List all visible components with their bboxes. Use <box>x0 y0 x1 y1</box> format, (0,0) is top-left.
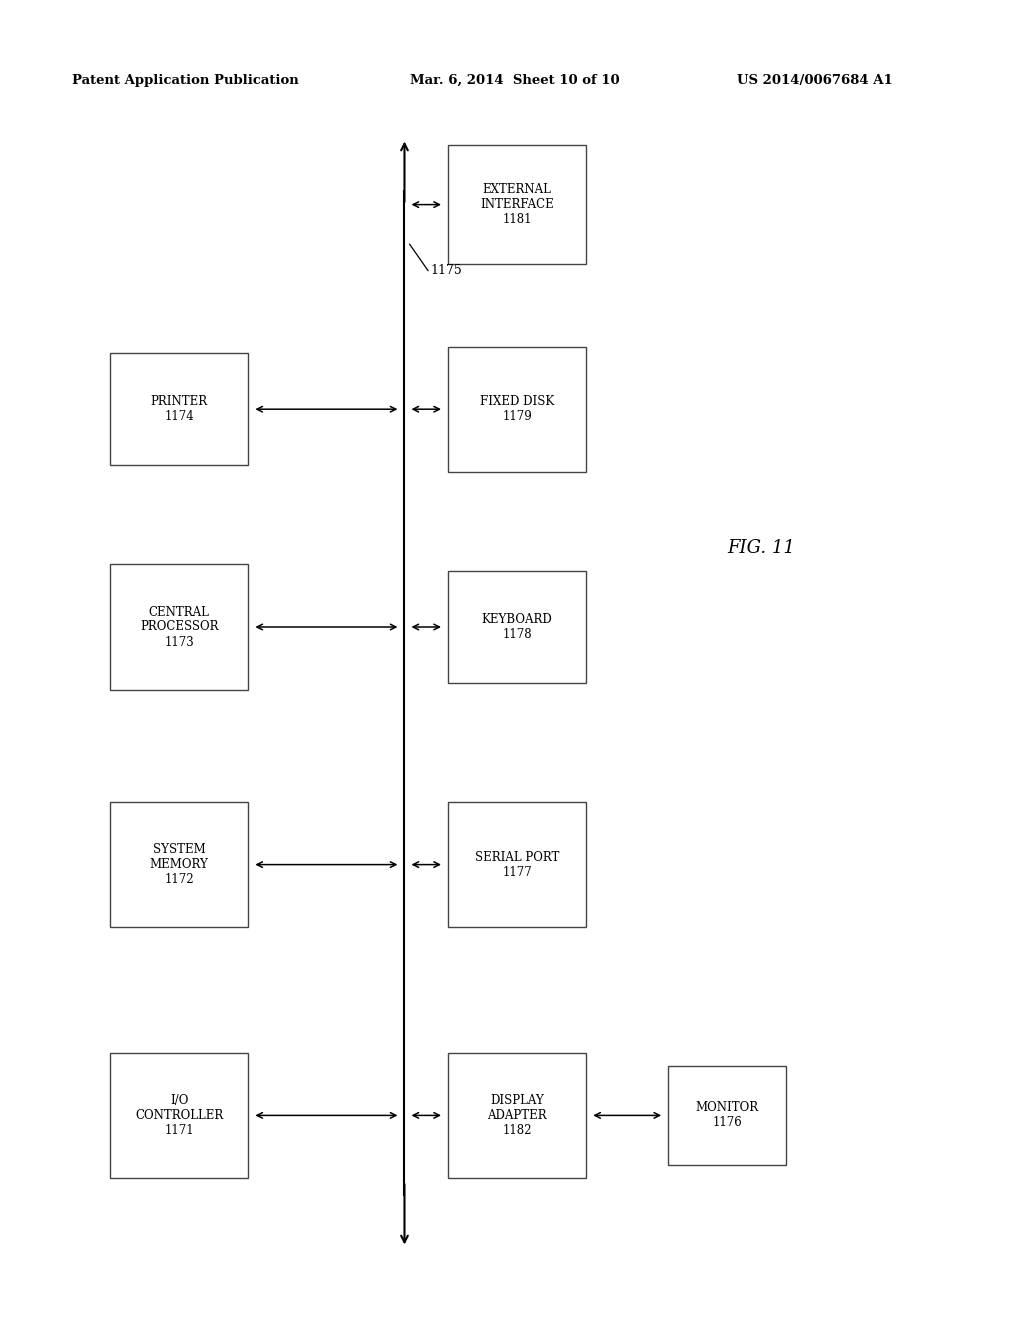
Text: CENTRAL
PROCESSOR
1173: CENTRAL PROCESSOR 1173 <box>140 606 218 648</box>
Text: PRINTER
1174: PRINTER 1174 <box>151 395 208 424</box>
Text: FIXED DISK
1179: FIXED DISK 1179 <box>480 395 554 424</box>
Bar <box>449 570 586 682</box>
Bar <box>110 565 248 689</box>
Text: Mar. 6, 2014  Sheet 10 of 10: Mar. 6, 2014 Sheet 10 of 10 <box>410 74 620 87</box>
Bar <box>110 354 248 466</box>
Text: KEYBOARD
1178: KEYBOARD 1178 <box>481 612 553 642</box>
Text: MONITOR
1176: MONITOR 1176 <box>695 1101 759 1130</box>
Text: EXTERNAL
INTERFACE
1181: EXTERNAL INTERFACE 1181 <box>480 183 554 226</box>
Bar <box>449 145 586 264</box>
Text: US 2014/0067684 A1: US 2014/0067684 A1 <box>737 74 893 87</box>
Text: 1175: 1175 <box>430 264 462 277</box>
Bar <box>668 1067 786 1166</box>
Text: FIG. 11: FIG. 11 <box>727 539 795 557</box>
Text: SERIAL PORT
1177: SERIAL PORT 1177 <box>475 850 559 879</box>
Bar <box>110 803 248 927</box>
Bar <box>449 347 586 473</box>
Bar <box>449 803 586 927</box>
Text: Patent Application Publication: Patent Application Publication <box>72 74 298 87</box>
Bar <box>449 1053 586 1177</box>
Text: DISPLAY
ADAPTER
1182: DISPLAY ADAPTER 1182 <box>487 1094 547 1137</box>
Text: SYSTEM
MEMORY
1172: SYSTEM MEMORY 1172 <box>150 843 209 886</box>
Bar <box>110 1053 248 1177</box>
Text: I/O
CONTROLLER
1171: I/O CONTROLLER 1171 <box>135 1094 223 1137</box>
